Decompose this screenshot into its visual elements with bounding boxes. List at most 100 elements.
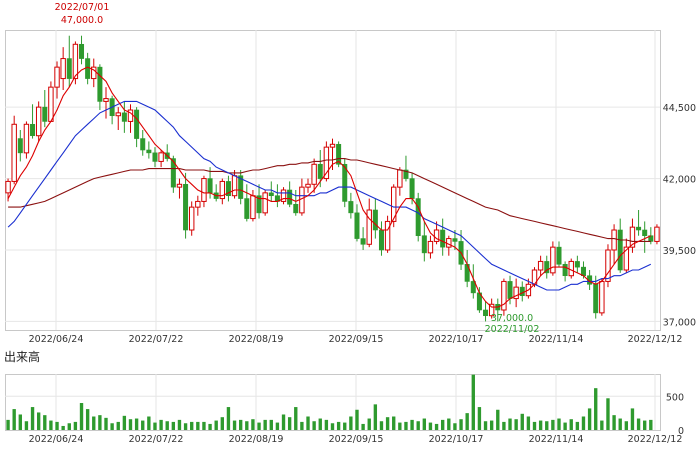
candle-body-up — [501, 280, 507, 311]
volume-bar — [416, 421, 420, 430]
volume-x-tick-label: 2022/12/12 — [628, 434, 683, 445]
volume-bar — [36, 412, 41, 430]
volume-bar — [483, 421, 488, 430]
volume-bar — [43, 415, 47, 430]
volume-bar — [55, 421, 59, 430]
candle-body-down — [574, 261, 580, 268]
candle-body-down — [562, 263, 568, 277]
volume-bar — [477, 407, 482, 430]
volume-bar — [49, 420, 53, 430]
volume-bar — [385, 417, 390, 430]
price-plot-area — [5, 30, 661, 331]
volume-bar — [281, 414, 286, 430]
volume-bar — [569, 419, 573, 430]
volume-bar — [159, 419, 163, 430]
volume-bar — [349, 416, 353, 430]
candle-body-up — [176, 183, 183, 188]
volume-x-tick-label: 2022/10/17 — [429, 434, 484, 445]
volume-bar — [122, 415, 127, 430]
volume-bar — [330, 423, 335, 430]
candle-body-down — [593, 283, 599, 314]
candle-body-up — [262, 192, 268, 214]
volume-bar — [434, 423, 439, 430]
volume-bar — [612, 415, 616, 430]
candle-body-down — [317, 163, 323, 179]
candle-body-up — [599, 280, 605, 314]
volume-bar — [275, 422, 280, 430]
candle-body-down — [507, 281, 513, 299]
volume-bar — [587, 408, 592, 430]
price-x-tick-label: 2022/08/19 — [229, 334, 284, 345]
high-date-annotation: 2022/07/01 — [55, 2, 110, 13]
ma-mid-line — [7, 100, 652, 291]
candle-body-up — [629, 226, 636, 248]
volume-bar — [98, 415, 102, 430]
candle-body-down — [354, 212, 360, 239]
candle-body-up — [250, 195, 256, 220]
candle-body-down — [648, 235, 654, 242]
candle-body-up — [433, 229, 440, 242]
price-x-tick-label: 2022/12/12 — [628, 334, 683, 345]
price-y-axis: 44,500 42,000 39,500 37,000 — [663, 103, 696, 328]
candle-body-down — [470, 281, 476, 294]
price-y-tick-label: 37,000 — [663, 317, 696, 328]
candle-body-up — [189, 206, 195, 231]
candle-body-down — [146, 149, 152, 154]
volume-bar — [643, 420, 647, 430]
candle-body-down — [152, 152, 158, 162]
volume-bar — [581, 416, 586, 430]
volume-bar — [141, 420, 145, 430]
volume-y-tick-label: 0 — [678, 426, 684, 437]
candle-body-up — [384, 220, 391, 251]
volume-bar — [563, 422, 567, 430]
candlestick-series — [5, 35, 660, 322]
volume-bar — [153, 422, 157, 430]
volume-bar — [336, 421, 341, 430]
volume-bar — [630, 408, 635, 430]
volume-bar — [226, 407, 231, 430]
volume-bars — [6, 374, 653, 430]
volume-bar — [147, 416, 151, 430]
candle-body-down — [378, 229, 384, 251]
volume-bar — [104, 417, 108, 430]
volume-bar — [575, 421, 580, 430]
volume-bar — [489, 420, 494, 430]
candle-body-down — [617, 229, 623, 271]
candle-body-up — [48, 86, 54, 122]
candle-body-down — [287, 189, 293, 205]
volume-bar — [502, 421, 506, 430]
candle-body-up — [513, 286, 519, 300]
price-y-tick-label: 39,500 — [663, 246, 696, 257]
price-x-axis: 2022/06/24 2022/07/22 2022/08/19 2022/09/15… — [29, 334, 683, 345]
volume-bar — [508, 418, 512, 430]
candle-body-up — [103, 98, 109, 102]
volume-bar — [214, 420, 218, 430]
volume-bar — [245, 421, 249, 430]
volume-bar — [306, 416, 310, 430]
volume-bar — [373, 404, 378, 430]
low-value-annotation: 37,000.0 — [491, 313, 533, 324]
candle-body-down — [293, 203, 299, 214]
volume-bar — [545, 421, 549, 430]
candle-body-down — [403, 169, 409, 179]
candle-body-down — [244, 198, 250, 219]
candle-body-up — [201, 178, 207, 202]
volume-bar — [116, 421, 120, 430]
candle-body-down — [421, 235, 427, 254]
volume-bar — [410, 419, 414, 430]
candle-body-down — [636, 226, 642, 231]
volume-bar — [67, 423, 71, 430]
volume-bar — [110, 423, 114, 430]
volume-bar — [251, 419, 255, 430]
candle-body-down — [642, 229, 648, 237]
volume-bar — [12, 409, 16, 430]
volume-bar — [557, 418, 561, 430]
volume-bar — [618, 418, 622, 430]
candle-body-down — [183, 183, 189, 231]
candle-body-up — [158, 152, 164, 162]
candle-body-up — [72, 43, 79, 80]
candle-body-up — [195, 200, 201, 208]
volume-x-tick-label: 2022/07/22 — [129, 434, 184, 445]
volume-bar — [220, 417, 224, 430]
